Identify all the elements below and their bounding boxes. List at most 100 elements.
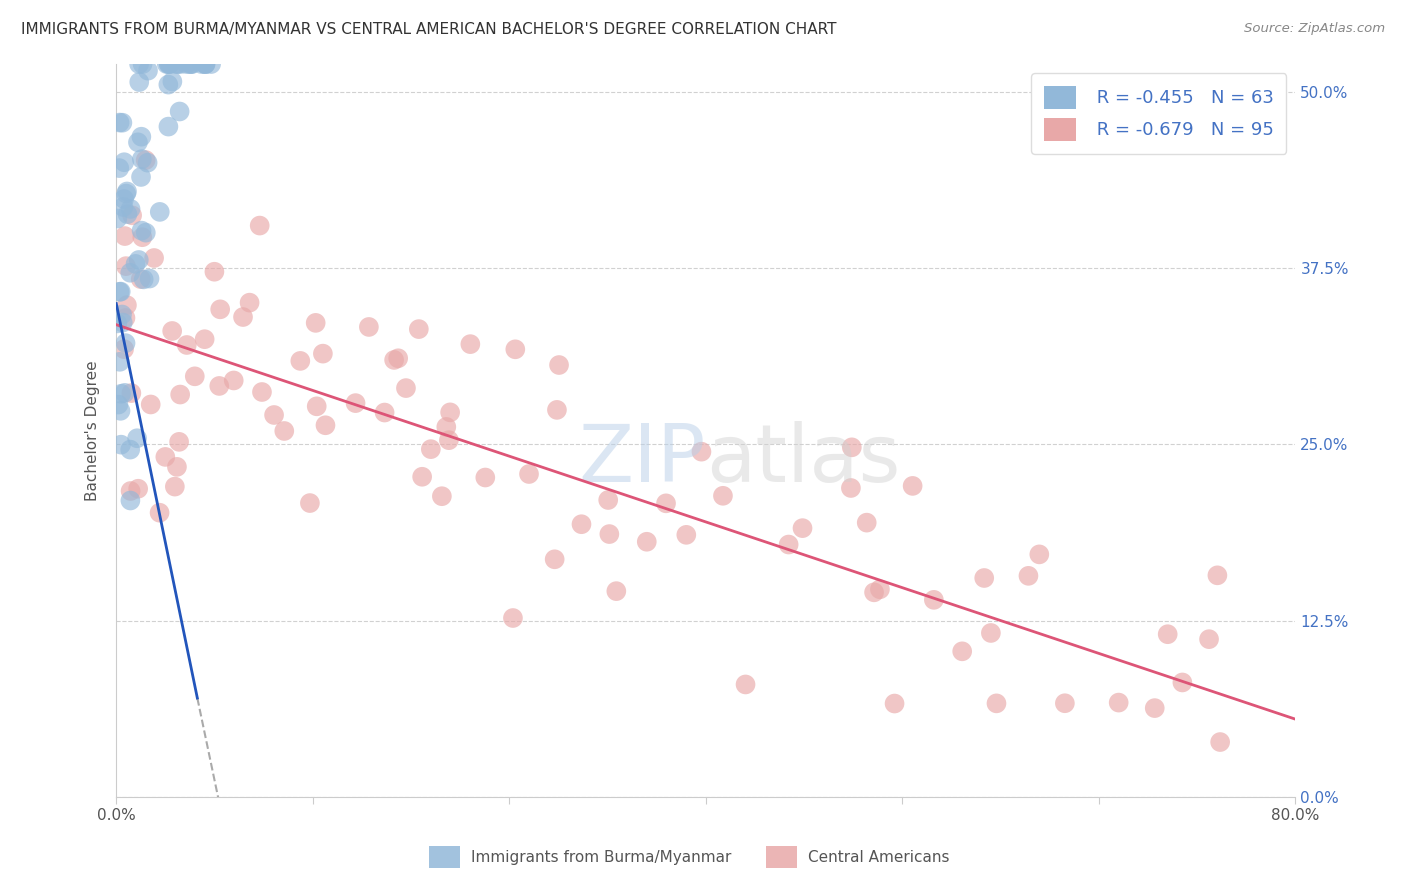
Point [194,57,217,71]
Y-axis label: Bachelor's Degree: Bachelor's Degree [86,360,100,500]
Text: Immigrants from Burma/Myanmar: Immigrants from Burma/Myanmar [471,850,731,864]
Point [548,358,571,372]
Point [115,298,138,312]
Point [176,338,198,352]
Point [543,552,565,566]
Text: ZIP: ZIP [578,421,706,499]
Point [143,251,166,265]
Point [120,442,142,457]
Point [127,431,149,445]
Point [922,592,945,607]
Point [120,483,142,498]
Point [157,120,180,134]
Point [250,384,273,399]
Point [159,57,181,71]
Point [114,310,136,325]
Point [131,224,153,238]
Point [157,57,180,71]
Point [135,226,157,240]
Point [395,381,418,395]
Text: atlas: atlas [706,421,900,499]
Point [439,405,461,419]
Point [305,316,328,330]
Point [434,420,457,434]
Point [249,219,271,233]
Point [546,403,568,417]
Point [115,186,138,201]
Point [139,397,162,411]
Point [200,57,222,71]
Point [163,480,186,494]
Point [1157,627,1180,641]
Point [166,57,188,71]
Point [128,252,150,267]
Point [108,115,131,129]
Point [121,208,143,222]
Point [114,229,136,244]
Point [120,386,142,401]
Point [460,337,482,351]
Point [869,582,891,597]
Point [408,322,430,336]
Point [305,400,328,414]
Point [839,481,862,495]
Point [112,200,135,214]
Point [149,506,172,520]
Point [1108,696,1130,710]
Point [605,584,627,599]
Point [298,496,321,510]
Point [127,482,149,496]
Point [209,302,232,317]
Point [1017,569,1039,583]
Point [474,470,496,484]
Point [160,324,183,338]
Point [208,379,231,393]
Point [181,57,204,71]
Point [107,211,129,226]
Point [1053,696,1076,710]
Point [973,571,995,585]
Point [184,369,207,384]
Point [437,433,460,447]
Point [131,230,153,244]
Point [117,207,139,221]
Point [107,398,129,412]
Point [110,386,132,401]
Point [1209,735,1232,749]
Point [108,161,131,175]
Point [778,537,800,551]
Point [111,116,134,130]
Point [105,317,128,331]
Point [110,404,132,418]
Point [162,74,184,88]
Point [239,295,262,310]
Point [314,418,336,433]
Point [169,104,191,119]
Point [636,534,658,549]
Point [190,57,212,71]
Point [111,308,134,322]
Point [169,57,191,71]
Point [115,185,138,199]
Point [124,257,146,271]
Point [411,469,433,483]
Point [110,285,132,299]
Point [115,259,138,273]
Point [734,677,756,691]
Point [110,437,132,451]
Point [863,585,886,599]
Point [357,320,380,334]
Point [855,516,877,530]
Text: Central Americans: Central Americans [808,850,950,864]
Point [232,310,254,324]
Point [155,450,177,464]
Point [112,155,135,169]
Point [127,136,149,150]
Point [344,396,367,410]
Point [114,385,136,400]
Point [571,517,593,532]
Point [136,63,159,78]
Point [222,374,245,388]
Point [263,408,285,422]
Point [290,354,312,368]
